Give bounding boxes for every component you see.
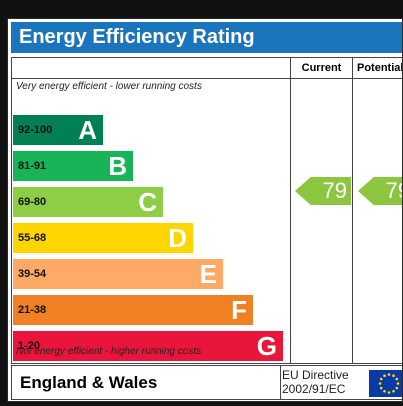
eu-star: [387, 373, 391, 376]
footer-divider: [280, 366, 281, 399]
band-range: 92-100: [18, 124, 53, 136]
eu-star: [378, 382, 382, 385]
eu-star: [392, 374, 395, 378]
band-letter: B: [108, 151, 127, 181]
band-letter: C: [138, 187, 157, 217]
eu-flag-icon: [369, 370, 402, 397]
band-c: 69-80 C: [13, 187, 163, 217]
band-range: 1-20: [18, 340, 41, 352]
potential-rating-arrow: 79: [358, 177, 402, 205]
band-range: 21-38: [18, 304, 47, 316]
eu-star: [387, 391, 391, 394]
band-letter: A: [78, 115, 97, 145]
eu-star: [395, 377, 399, 381]
eu-directive-line2: 2002/91/EC: [282, 382, 346, 396]
potential-rating-value: 79: [385, 178, 402, 203]
band-range: 39-54: [18, 268, 47, 280]
footer: England & Wales EU Directive 2002/91/EC: [11, 365, 402, 400]
band-g: 1-20 G: [13, 331, 283, 361]
eu-star: [383, 374, 386, 378]
region-label: England & Wales: [20, 373, 158, 392]
eu-directive-line1: EU Directive: [282, 368, 349, 382]
rating-chart: Current Potential Very energy efficient …: [11, 57, 403, 364]
band-d: 55-68 D: [13, 223, 193, 253]
potential-column-divider: [352, 58, 353, 363]
top-note: Very energy efficient - lower running co…: [16, 81, 202, 92]
eu-directive: EU Directive 2002/91/EC: [282, 368, 349, 396]
band-letter: E: [199, 259, 217, 289]
current-rating-value: 79: [322, 178, 347, 203]
band-letter: D: [168, 223, 187, 253]
band-a: 92-100 A: [13, 115, 103, 145]
band-range: 69-80: [18, 196, 47, 208]
current-column-divider: [290, 58, 291, 363]
band-f: 21-38 F: [13, 295, 253, 325]
eu-star: [396, 382, 400, 385]
band-range: 81-91: [18, 160, 47, 172]
page-title: Energy Efficiency Rating: [11, 22, 402, 53]
epc-frame: Energy Efficiency Rating Current Potenti…: [7, 18, 403, 402]
band-b: 81-91 B: [13, 151, 133, 181]
eu-star: [392, 389, 395, 393]
bottom-note: Not energy efficient - higher running co…: [16, 346, 202, 357]
header-divider: [12, 78, 402, 79]
band-range: 55-68: [18, 232, 47, 244]
eu-star: [379, 386, 383, 390]
band-letter: F: [231, 295, 247, 325]
band-e: 39-54 E: [13, 259, 223, 289]
band-letter: G: [256, 331, 277, 361]
potential-column-header: Potential: [357, 62, 403, 74]
current-rating-arrow: 79: [295, 177, 351, 205]
eu-star: [379, 377, 383, 381]
eu-star: [383, 389, 386, 393]
eu-star: [395, 386, 399, 390]
current-column-header: Current: [301, 62, 342, 74]
